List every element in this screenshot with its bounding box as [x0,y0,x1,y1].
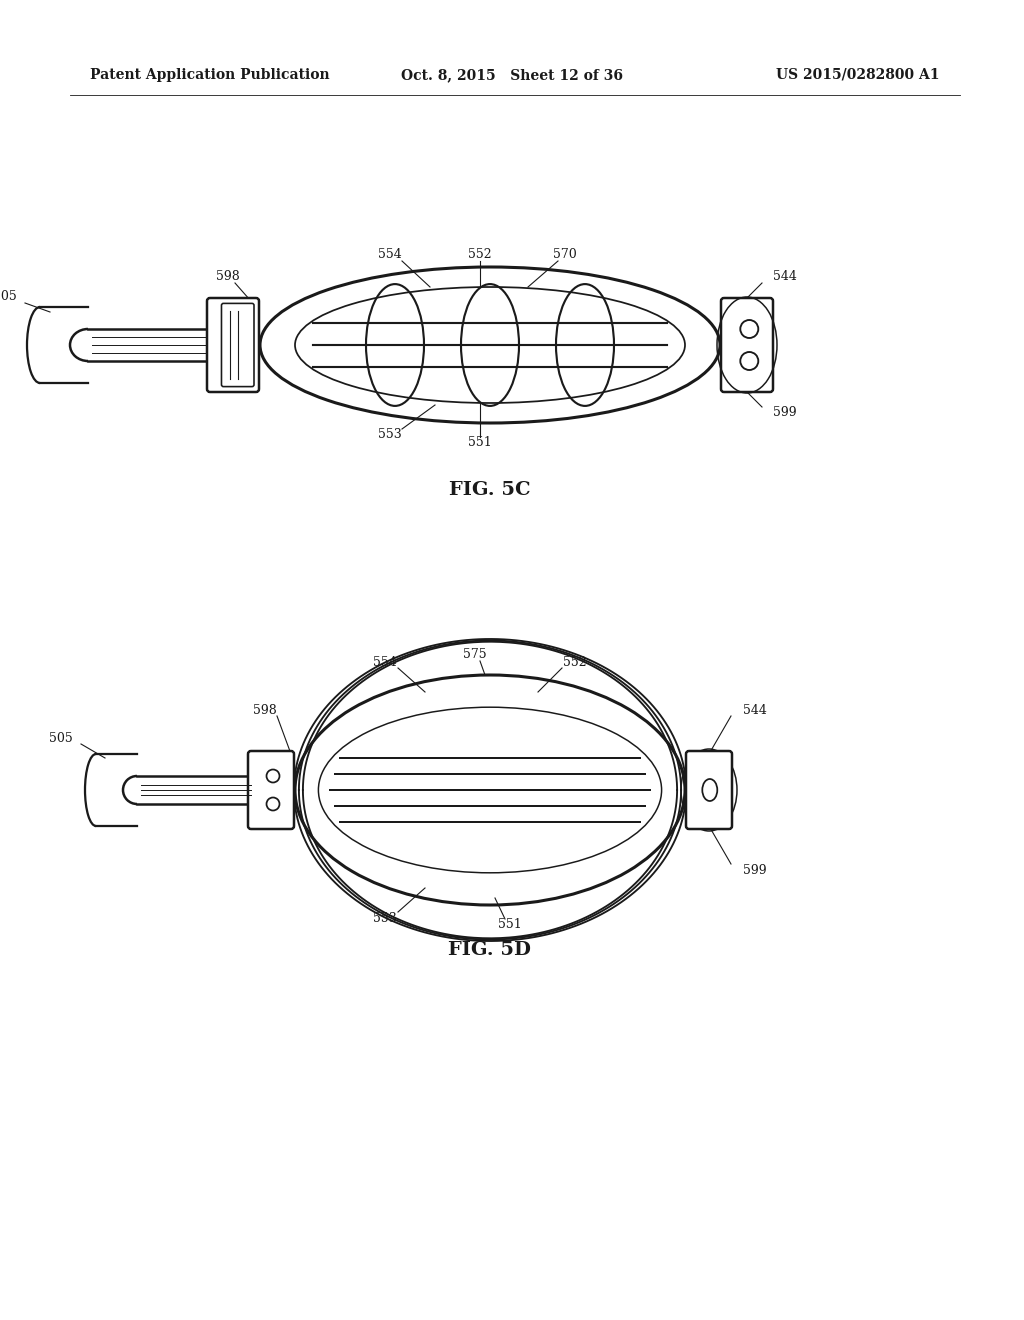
Text: 599: 599 [773,407,797,420]
Text: 599: 599 [743,863,767,876]
FancyBboxPatch shape [721,298,773,392]
Text: 544: 544 [743,704,767,717]
Text: 553: 553 [373,912,397,924]
Text: 553: 553 [378,429,401,441]
Text: FIG. 5C: FIG. 5C [450,480,530,499]
Text: 598: 598 [216,271,240,284]
Text: 551: 551 [468,437,492,450]
Text: US 2015/0282800 A1: US 2015/0282800 A1 [776,69,940,82]
Text: 554: 554 [373,656,397,668]
Text: Patent Application Publication: Patent Application Publication [90,69,330,82]
Text: 552: 552 [468,248,492,261]
Text: 575: 575 [463,648,486,661]
Text: 551: 551 [498,919,522,932]
Text: 505: 505 [0,290,16,304]
Text: 505: 505 [49,731,73,744]
FancyBboxPatch shape [686,751,732,829]
FancyBboxPatch shape [248,751,294,829]
Text: 552: 552 [563,656,587,668]
FancyBboxPatch shape [221,304,254,387]
Text: 570: 570 [553,248,577,261]
Text: 598: 598 [253,704,276,717]
Text: 554: 554 [378,248,401,261]
Text: Oct. 8, 2015   Sheet 12 of 36: Oct. 8, 2015 Sheet 12 of 36 [401,69,623,82]
FancyBboxPatch shape [207,298,259,392]
Text: 544: 544 [773,271,797,284]
Text: FIG. 5D: FIG. 5D [449,941,531,960]
